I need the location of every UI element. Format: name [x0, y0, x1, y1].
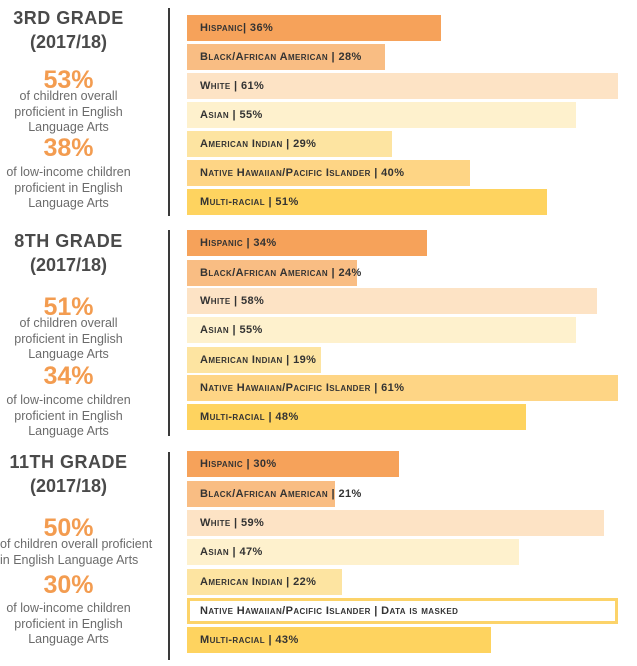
overall-description-line: of children overall — [19, 89, 118, 103]
bar-row: White | 58% — [187, 288, 627, 314]
low-income-percent: 38% — [43, 134, 94, 162]
grade-title: 11TH GRADE — [9, 452, 128, 472]
bar — [187, 347, 321, 373]
bar — [187, 317, 576, 343]
section-divider — [168, 230, 170, 436]
bar-row: Hispanic | 30% — [187, 451, 627, 477]
grade-title: 3RD GRADE — [13, 8, 124, 28]
bar — [187, 230, 427, 256]
school-year: (2017/18) — [29, 32, 108, 52]
bar-label: American Indian | 29% — [200, 138, 317, 150]
bar-label: Hispanic | 30% — [200, 458, 277, 470]
section-divider — [168, 452, 170, 660]
bar-row: American Indian | 29% — [187, 131, 627, 157]
grade-section-2: 11TH GRADE (2017/18) 50% of children overal… — [0, 450, 637, 666]
overall-percent: 53% — [43, 66, 94, 94]
bar — [187, 451, 399, 477]
overall-description-line: of children overall — [19, 316, 118, 330]
bar — [187, 131, 392, 157]
school-year: (2017/18) — [29, 255, 108, 275]
bar — [187, 160, 470, 186]
bar-row: Black/African American | 24% — [187, 260, 627, 286]
bar-row: Asian | 55% — [187, 102, 627, 128]
bar — [187, 510, 604, 536]
bar — [187, 288, 597, 314]
bar — [187, 260, 357, 286]
low-income-description-line: proficient in English — [14, 408, 123, 423]
bar-row: Hispanic | 34% — [187, 230, 627, 256]
bar — [187, 102, 576, 128]
grade-title: 8TH GRADE — [14, 231, 123, 251]
overall-description-line: Language Arts — [28, 347, 109, 361]
bar-row: Multi-racial | 51% — [187, 189, 627, 215]
bar-row: Native Hawaiian/Pacific Islander | 40% — [187, 160, 627, 186]
bar-label: Multi-racial | 51% — [200, 196, 299, 208]
bar-label: Native Hawaiian/Pacific Islander | Data … — [200, 605, 459, 617]
bar-label: White | 59% — [200, 517, 265, 529]
grade-section-1: 8TH GRADE (2017/18) 51% of children overall… — [0, 229, 637, 445]
bar-row: White | 59% — [187, 510, 627, 536]
low-income-description-line: Language Arts — [28, 424, 109, 438]
bar-label: Black/African American | 28% — [200, 51, 362, 63]
overall-description-line: proficient in English — [14, 331, 123, 346]
bar-label: Asian | 47% — [200, 546, 263, 558]
school-year: (2017/18) — [29, 476, 108, 496]
bar — [187, 15, 441, 41]
bar-label: Hispanic| 36% — [200, 22, 274, 34]
bar-row: American Indian | 19% — [187, 347, 627, 373]
overall-description-line: proficient in English — [14, 104, 123, 119]
bar-label: American Indian | 22% — [200, 576, 317, 588]
overall-description-line: of children overall proficient — [0, 537, 153, 551]
bar — [187, 598, 618, 624]
bar — [187, 627, 491, 653]
bar — [187, 189, 547, 215]
bar-label: White | 61% — [200, 80, 265, 92]
bar-row: Black/African American | 28% — [187, 44, 627, 70]
bar — [187, 539, 519, 565]
overall-percent: 50% — [43, 514, 94, 542]
bar-label: Hispanic | 34% — [200, 237, 277, 249]
bar-label: Native Hawaiian/Pacific Islander | 61% — [200, 382, 405, 394]
bar — [187, 481, 335, 507]
bar — [187, 73, 618, 99]
bar-row: Asian | 47% — [187, 539, 627, 565]
low-income-percent: 30% — [43, 571, 94, 599]
overall-description-line: Language Arts — [28, 120, 109, 134]
bar-label: Asian | 55% — [200, 324, 263, 336]
low-income-description-line: of low-income children — [6, 601, 131, 615]
low-income-description-line: proficient in English — [14, 180, 123, 195]
bar — [187, 569, 342, 595]
grade-section-0: 3RD GRADE (2017/18) 53% of children overall… — [0, 6, 637, 222]
bar — [187, 404, 526, 430]
section-divider — [168, 8, 170, 216]
bar-row: Hispanic| 36% — [187, 15, 627, 41]
low-income-percent: 34% — [43, 362, 94, 390]
bar-label: Multi-racial | 48% — [200, 411, 299, 423]
bar-label: Black/African American | 21% — [200, 488, 362, 500]
bar-label: Native Hawaiian/Pacific Islander | 40% — [200, 167, 405, 179]
bar-row: Black/African American | 21% — [187, 481, 627, 507]
bar-row: Native Hawaiian/Pacific Islander | 61% — [187, 375, 627, 401]
bar-row: White | 61% — [187, 73, 627, 99]
low-income-description-line: proficient in English — [14, 616, 123, 631]
bar-row: Multi-racial | 43% — [187, 627, 627, 653]
bar-row: Asian | 55% — [187, 317, 627, 343]
low-income-description-line: Language Arts — [28, 196, 109, 210]
low-income-description-line: of low-income children — [6, 393, 131, 407]
overall-percent: 51% — [43, 293, 94, 321]
bar-label: Multi-racial | 43% — [200, 634, 299, 646]
bar-label: Black/African American | 24% — [200, 267, 362, 279]
bar-label: American Indian | 19% — [200, 354, 317, 366]
bar-label: Asian | 55% — [200, 109, 263, 121]
overall-description-line: in English Language Arts — [0, 552, 139, 567]
bar-row: Multi-racial | 48% — [187, 404, 627, 430]
bar-row: American Indian | 22% — [187, 569, 627, 595]
bar-row: Native Hawaiian/Pacific Islander | Data … — [187, 598, 627, 624]
bar — [187, 375, 618, 401]
low-income-description-line: of low-income children — [6, 165, 131, 179]
bar-label: White | 58% — [200, 295, 265, 307]
low-income-description-line: Language Arts — [28, 632, 109, 646]
bar — [187, 44, 385, 70]
